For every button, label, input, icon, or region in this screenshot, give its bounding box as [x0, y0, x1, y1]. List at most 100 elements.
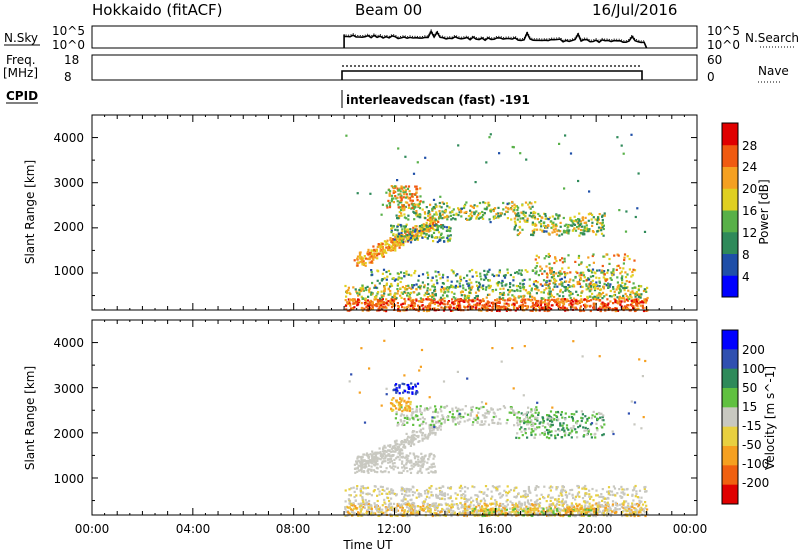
velocity-cell: [427, 503, 429, 505]
velocity-cell: [515, 503, 517, 505]
velocity-cell: [389, 503, 391, 505]
velocity-cell: [628, 510, 630, 512]
power-cell: [345, 296, 347, 298]
power-cell: [564, 307, 566, 309]
velocity-cell: [419, 424, 421, 426]
velocity-cell: [497, 409, 499, 411]
power-cell: [553, 300, 555, 302]
power-cell: [534, 212, 536, 214]
velocity-cell: [407, 511, 409, 513]
power-cell: [454, 300, 456, 302]
power-cell: [581, 290, 583, 292]
power-cell: [538, 306, 540, 308]
power-cell: [361, 307, 363, 309]
velocity-cell: [528, 486, 530, 488]
velocity-cell: [588, 493, 590, 495]
velocity-cell: [354, 464, 356, 466]
power-cell: [577, 180, 579, 182]
velocity-cell: [537, 486, 539, 488]
velocity-cell: [404, 509, 406, 511]
power-cell: [568, 290, 570, 292]
velocity-cell: [464, 486, 466, 488]
power-cell: [544, 283, 546, 285]
power-cell: [600, 229, 602, 231]
velocity-cell: [358, 470, 360, 472]
power-cell: [589, 305, 591, 307]
power-cell: [414, 229, 416, 231]
power-cell: [493, 210, 495, 212]
velocity-cell: [377, 500, 379, 502]
power-cell: [532, 215, 534, 217]
velocity-cell: [527, 499, 529, 501]
power-cell: [529, 215, 531, 217]
velocity-cell: [413, 438, 415, 440]
freq-panel-frame: [92, 55, 697, 80]
power-cell: [551, 276, 553, 278]
power-cell: [409, 190, 411, 192]
power-cell: [497, 207, 499, 209]
power-cell: [591, 214, 593, 216]
power-cell: [581, 226, 583, 228]
velocity-cell: [379, 490, 381, 492]
power-cell: [435, 271, 437, 273]
power-cell: [389, 239, 391, 241]
power-cell: [352, 302, 354, 304]
power-cell: [519, 221, 521, 223]
velocity-cell: [418, 440, 420, 442]
velocity-cell: [406, 422, 408, 424]
power-cell: [560, 299, 562, 301]
power-cell: [522, 303, 524, 305]
power-cell: [435, 219, 437, 221]
cpid-label: CPID: [6, 89, 38, 103]
velocity-cell: [387, 497, 389, 499]
power-cell: [413, 218, 415, 220]
velocity-cell: [388, 500, 390, 502]
velocity-cell: [397, 505, 399, 507]
velocity-cell: [374, 502, 376, 504]
power-cell: [459, 277, 461, 279]
power-cell: [513, 228, 515, 230]
power-cell: [448, 206, 450, 208]
power-cell: [599, 285, 601, 287]
power-cell: [591, 293, 593, 295]
velocity-cell: [584, 495, 586, 497]
power-cell: [510, 208, 512, 210]
velocity-cell: [414, 457, 416, 459]
power-cell: [385, 247, 387, 249]
velocity-cell: [535, 488, 537, 490]
velocity-cell: [550, 500, 552, 502]
power-cell: [385, 271, 387, 273]
power-cell: [457, 302, 459, 304]
power-cell: [407, 238, 409, 240]
power-cell: [591, 222, 593, 224]
velocity-cell: [378, 494, 380, 496]
velocity-cell: [371, 508, 373, 510]
power-cell: [510, 218, 512, 220]
power-cell: [408, 287, 410, 289]
power-cell: [424, 217, 426, 219]
power-cell: [608, 263, 610, 265]
velocity-cell: [412, 434, 414, 436]
velocity-cell: [595, 490, 597, 492]
power-cell: [612, 302, 614, 304]
velocity-cell: [635, 485, 637, 487]
power-cell: [604, 283, 606, 285]
velocity-cell: [447, 419, 449, 421]
power-cell: [533, 297, 535, 299]
power-cell: [534, 267, 536, 269]
velocity-cell: [349, 507, 351, 509]
velocity-cell: [368, 506, 370, 508]
velocity-cell: [456, 410, 458, 412]
freq-label-line2: [MHz]: [3, 66, 38, 80]
power-cell: [454, 303, 456, 305]
power-cell: [555, 260, 557, 262]
power-cell: [526, 271, 528, 273]
power-cell: [411, 204, 413, 206]
power-cell: [543, 230, 545, 232]
velocity-cell: [435, 488, 437, 490]
velocity-cell: [444, 498, 446, 500]
velocity-cell: [575, 496, 577, 498]
velocity-cell: [570, 505, 572, 507]
power-cell: [464, 295, 466, 297]
power-cell: [495, 289, 497, 291]
